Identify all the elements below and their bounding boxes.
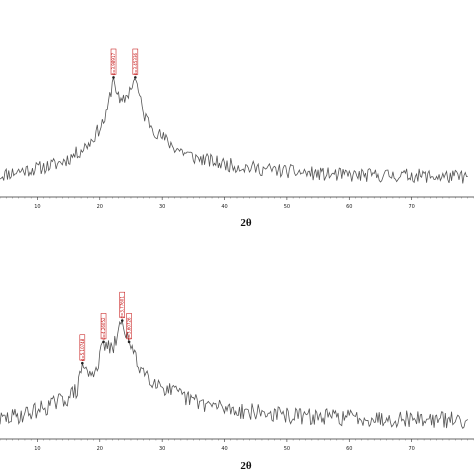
peak-label-box xyxy=(110,48,117,75)
x-tick-label: 50 xyxy=(284,446,290,452)
peak-label-box xyxy=(132,48,139,75)
peak-d-spacing-label: d=4.26052 xyxy=(101,317,106,340)
x-tick-label: 20 xyxy=(97,446,103,452)
peak-marker xyxy=(81,361,84,365)
x-axis-label: 2θ xyxy=(240,217,252,229)
peak-d-spacing-label: d=3.45336 xyxy=(133,53,138,76)
peak-marker xyxy=(134,76,137,79)
diffraction-pattern-line xyxy=(0,318,468,429)
x-axis-label: 2θ xyxy=(240,460,252,472)
peak-d-spacing-label: d=3.60726 xyxy=(127,317,132,340)
x-tick-label: 20 xyxy=(97,204,103,210)
x-tick-label: 40 xyxy=(221,204,227,210)
x-tick-label: 50 xyxy=(284,204,290,210)
peak-label-box xyxy=(126,313,132,340)
x-tick-label: 70 xyxy=(408,446,414,452)
x-tick-label: 30 xyxy=(159,204,165,210)
x-tick-label: 10 xyxy=(34,446,40,452)
x-tick-label: 30 xyxy=(159,446,165,452)
peak-marker xyxy=(112,76,115,79)
x-tick-label: 60 xyxy=(346,446,352,452)
x-tick-label: 40 xyxy=(221,446,227,452)
xrd-panel-bottom: 10 20 30 40 50 60 70 d=5.10748 d=4.26052 d=3.776… xyxy=(0,291,474,472)
peak-marker xyxy=(102,340,105,344)
x-ticks: 10 20 30 40 50 60 70 xyxy=(0,439,474,452)
x-tick-label: 70 xyxy=(408,204,414,210)
xrd-panel-top: 10 20 30 40 50 60 70 d=3.98917 d=3.45336 2θ xyxy=(0,48,474,229)
peak-marker xyxy=(120,319,124,322)
peak-marker xyxy=(127,340,131,344)
peak-label-box xyxy=(119,291,125,318)
peak-d-spacing-label: d=3.98917 xyxy=(111,53,116,76)
peak-d-spacing-label: d=5.10748 xyxy=(80,338,85,361)
peak-markers: d=3.98917 d=3.45336 xyxy=(110,48,139,79)
x-tick-label: 60 xyxy=(346,204,352,210)
x-ticks: 10 20 30 40 50 60 70 xyxy=(0,197,474,210)
peak-label-box xyxy=(100,313,107,340)
x-tick-label: 10 xyxy=(34,204,40,210)
peak-label-box xyxy=(79,334,86,361)
peak-d-spacing-label: d=3.77601 xyxy=(120,296,125,319)
diffraction-pattern-line xyxy=(0,77,468,184)
